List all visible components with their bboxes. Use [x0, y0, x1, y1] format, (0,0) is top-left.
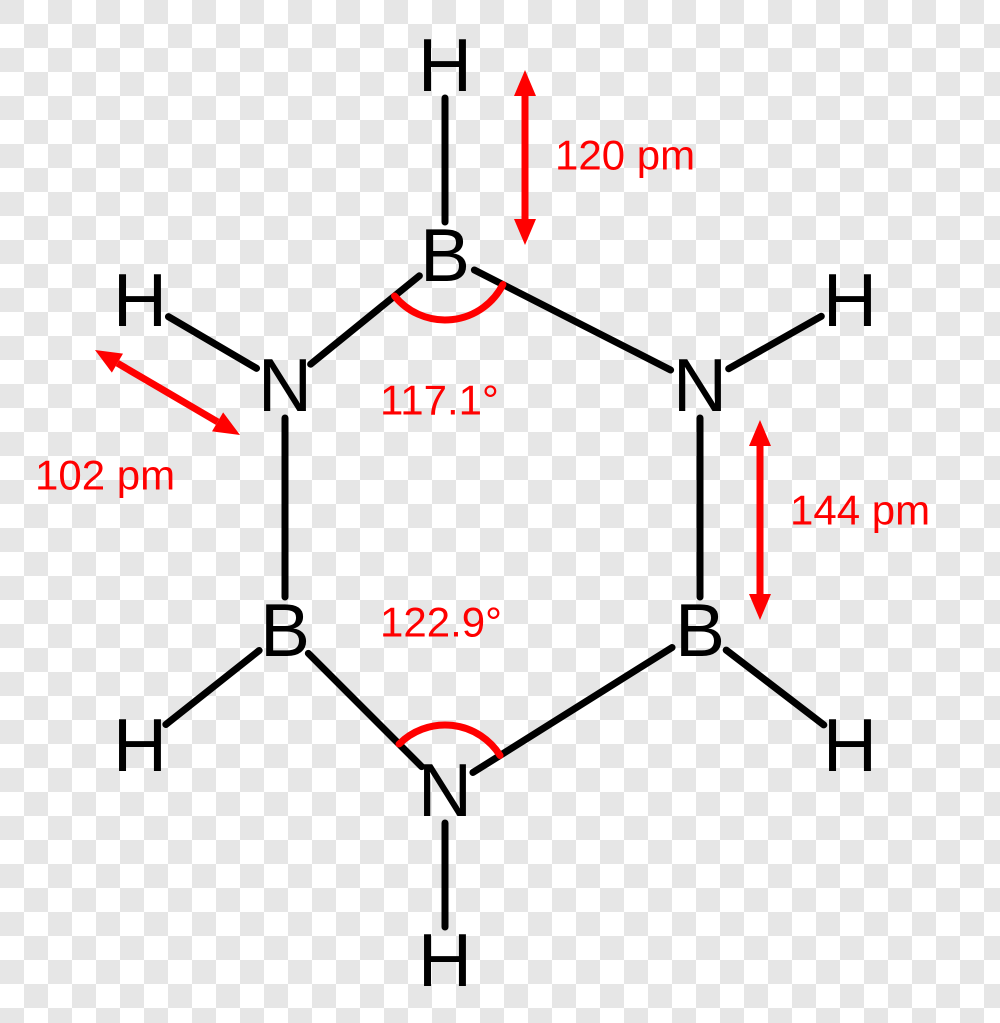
atom-H-ur: H	[823, 258, 877, 342]
atom-N-bot: N	[418, 748, 472, 832]
label-bh_len: 120 pm	[555, 132, 695, 179]
atom-H-lr: H	[823, 703, 877, 787]
atom-B-top: B	[420, 213, 470, 297]
label-bn_len: 144 pm	[790, 487, 930, 534]
atom-N-left: N	[258, 343, 312, 427]
label-ang_top: 117.1°	[380, 377, 499, 424]
atom-H-ll: H	[113, 703, 167, 787]
label-ang_bot: 122.9°	[380, 599, 502, 646]
atom-B-right: B	[675, 588, 725, 672]
atom-N-right: N	[673, 343, 727, 427]
atom-B-left: B	[260, 588, 310, 672]
atom-H-ul: H	[113, 258, 167, 342]
atom-H-bot: H	[418, 918, 472, 1002]
atom-H-top: H	[418, 23, 472, 107]
label-nh_len: 102 pm	[35, 452, 175, 499]
